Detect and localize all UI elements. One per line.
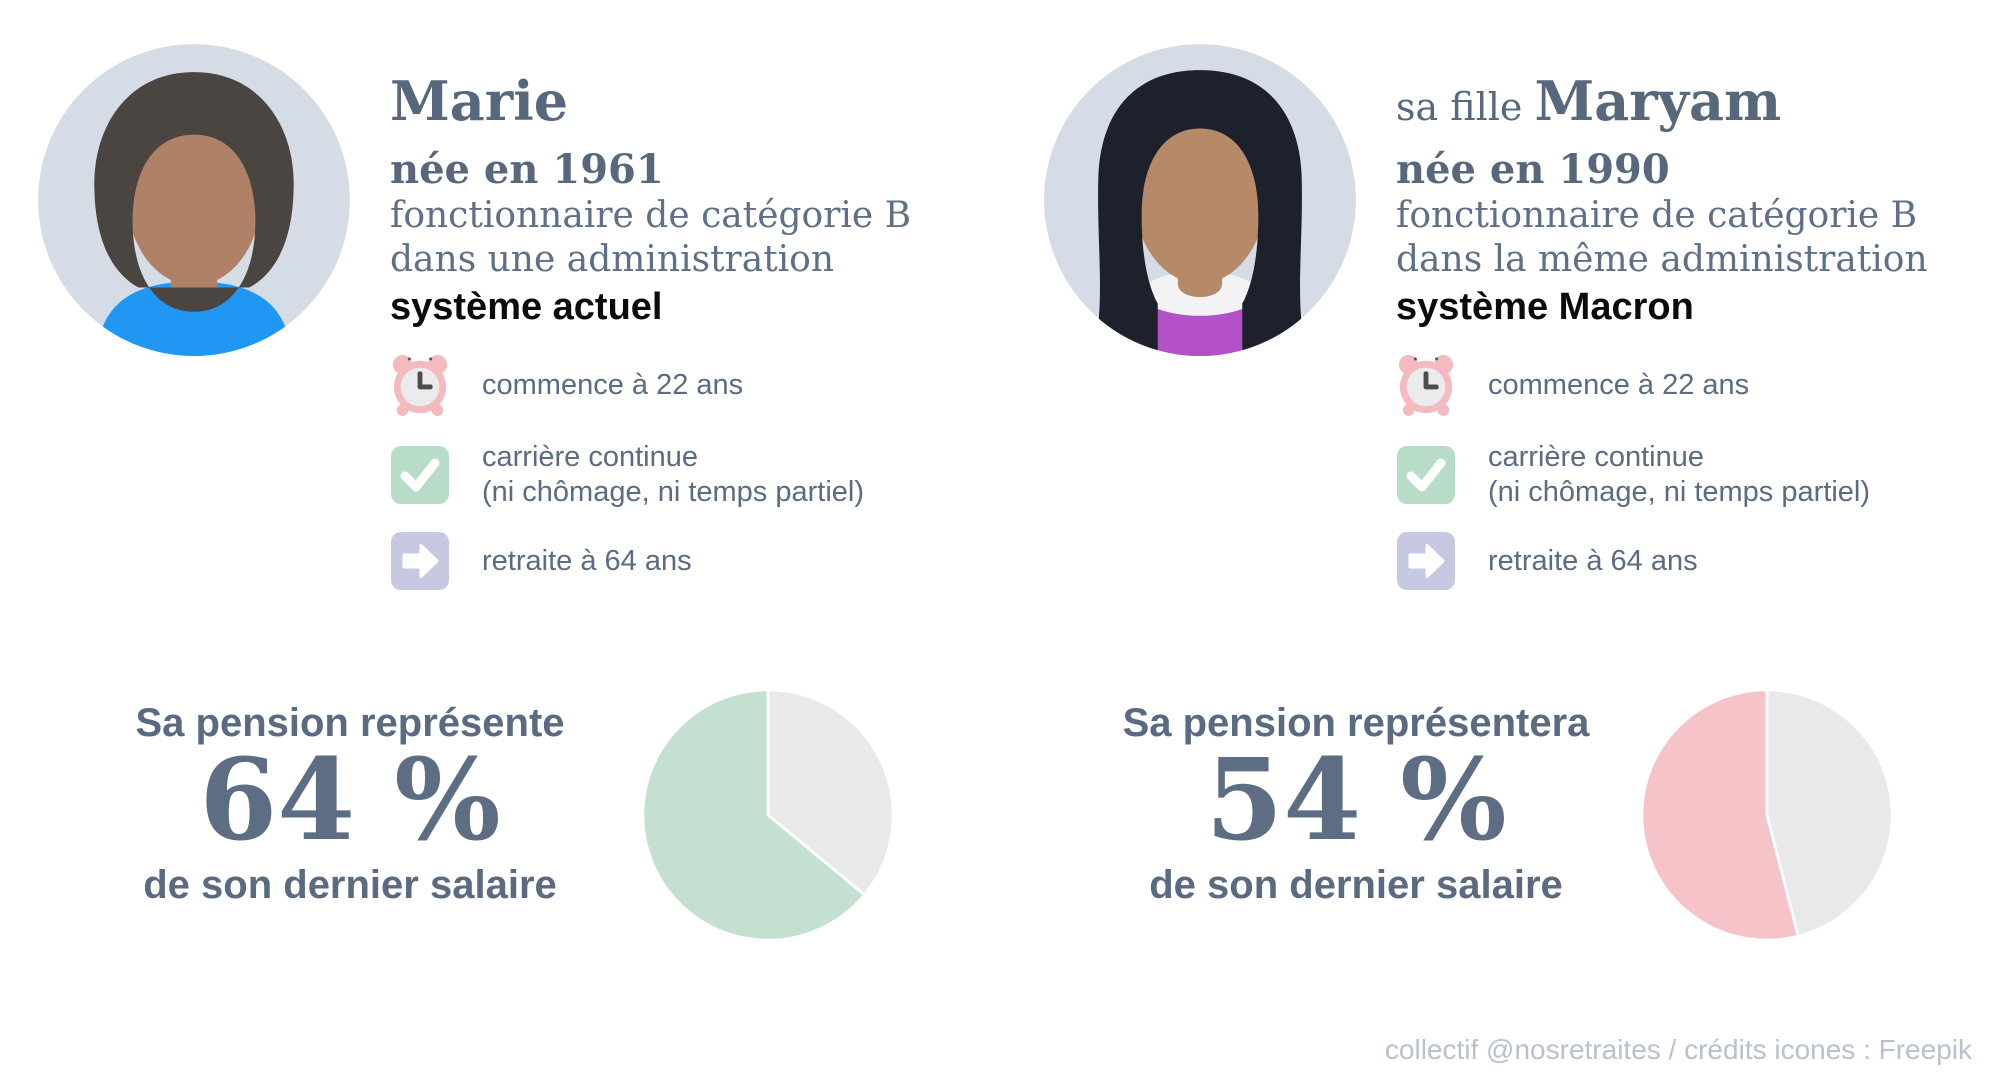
pension-outro: de son dernier salaire — [1149, 863, 1563, 907]
name-prefix: sa fille — [1396, 85, 1535, 129]
pie-chart-marie-svg — [641, 688, 895, 942]
fact-label-line1: carrière continue — [482, 441, 698, 473]
avatar-marie — [38, 44, 350, 356]
fact-label: retraite à 64 ans — [1488, 544, 1698, 579]
birth-year: née en 1990 — [1396, 146, 1670, 193]
pie-slice-pension — [1640, 688, 1800, 942]
pie-chart-maryam-svg — [1640, 688, 1894, 942]
footer-credit: collectif @nosretraites / crédits icones… — [1384, 1034, 1972, 1065]
system-label: système actuel — [390, 286, 663, 328]
job-line-2: dans une administration — [390, 239, 835, 280]
job-line-2: dans la même administration — [1396, 239, 1928, 280]
job-line-1: fonctionnaire de catégorie B — [390, 195, 912, 236]
fact-label-line1: carrière continue — [1488, 441, 1704, 473]
profile-card-marie: Marie née en 1961 fonctionnaire de catég… — [20, 30, 980, 640]
pension-value: 64 % — [199, 735, 501, 866]
person-name: Marie — [390, 69, 569, 133]
pie-slice-reste — [766, 688, 895, 897]
pie-slice-pension — [641, 688, 866, 942]
fact-label: commence à 22 ans — [1488, 368, 1749, 403]
fact-row-retirement: retraite à 64 ans — [390, 532, 864, 590]
check-icon — [390, 446, 450, 504]
person-name: Maryam — [1534, 69, 1782, 133]
fact-label-line2: (ni chômage, ni temps partiel) — [1488, 476, 1870, 508]
name-line: Marie — [390, 70, 911, 146]
job-line-1: fonctionnaire de catégorie B — [1396, 195, 1918, 236]
avatar-maryam-illustration — [1044, 44, 1356, 356]
facts-list-marie: commence à 22 ans carrière continue (ni … — [390, 352, 864, 590]
facts-list-maryam: commence à 22 ans carrière continue (ni … — [1396, 352, 1870, 590]
fact-row-career: carrière continue (ni chômage, ni temps … — [1396, 440, 1870, 510]
fact-label: carrière continue (ni chômage, ni temps … — [482, 440, 864, 510]
fact-label-line2: (ni chômage, ni temps partiel) — [482, 476, 864, 508]
fact-label-line1: commence à 22 ans — [1488, 368, 1750, 401]
fact-label-line1: commence à 22 ans — [482, 368, 744, 401]
pension-result-maryam: Sa pension représentera 54 % de son dern… — [1056, 700, 1656, 908]
pension-intro: Sa pension représentera — [1122, 701, 1590, 745]
fact-row-start-age: commence à 22 ans — [1396, 352, 1870, 418]
fact-label-line1: retraite à 64 ans — [482, 544, 692, 577]
fact-label: carrière continue (ni chômage, ni temps … — [1488, 440, 1870, 510]
pie-slice-reste — [1765, 688, 1894, 938]
pension-value: 54 % — [1205, 735, 1507, 866]
system-label: système Macron — [1396, 286, 1694, 328]
alarm-clock-icon — [390, 352, 450, 418]
fact-label: retraite à 64 ans — [482, 544, 692, 579]
pie-chart-maryam — [1630, 678, 1904, 952]
pie-chart-marie — [631, 678, 905, 952]
fact-row-start-age: commence à 22 ans — [390, 352, 864, 418]
arrow-right-icon — [1396, 532, 1456, 590]
fact-label: commence à 22 ans — [482, 368, 743, 403]
fact-row-retirement: retraite à 64 ans — [1396, 532, 1870, 590]
arrow-right-icon — [390, 532, 450, 590]
check-icon — [1396, 446, 1456, 504]
name-line: sa fille Maryam — [1396, 70, 1928, 146]
birth-year: née en 1961 — [390, 146, 664, 193]
pension-outro: de son dernier salaire — [143, 863, 557, 907]
headline-marie: Marie née en 1961 fonctionnaire de catég… — [390, 70, 911, 332]
fact-label-line1: retraite à 64 ans — [1488, 544, 1698, 577]
avatar-maryam — [1044, 44, 1356, 356]
pension-intro: Sa pension représente — [135, 701, 565, 745]
profile-card-maryam: sa fille Maryam née en 1990 fonctionnair… — [1026, 30, 1986, 640]
alarm-clock-icon — [1396, 352, 1456, 418]
pension-result-marie: Sa pension représente 64 % de son dernie… — [50, 700, 650, 908]
fact-row-career: carrière continue (ni chômage, ni temps … — [390, 440, 864, 510]
avatar-marie-illustration — [38, 44, 350, 356]
headline-maryam: sa fille Maryam née en 1990 fonctionnair… — [1396, 70, 1928, 332]
